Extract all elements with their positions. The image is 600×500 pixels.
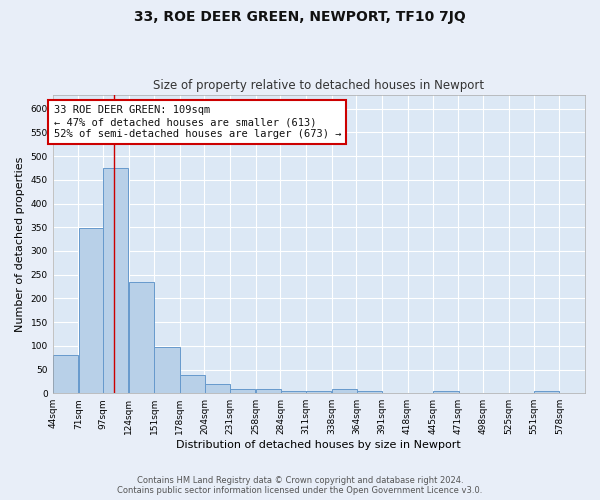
Text: Contains HM Land Registry data © Crown copyright and database right 2024.
Contai: Contains HM Land Registry data © Crown c… <box>118 476 482 495</box>
Bar <box>79 228 104 393</box>
Bar <box>154 347 179 393</box>
Text: 33, ROE DEER GREEN, NEWPORT, TF10 7JQ: 33, ROE DEER GREEN, NEWPORT, TF10 7JQ <box>134 10 466 24</box>
Title: Size of property relative to detached houses in Newport: Size of property relative to detached ho… <box>153 79 484 92</box>
Bar <box>129 282 154 393</box>
Y-axis label: Number of detached properties: Number of detached properties <box>15 156 25 332</box>
Bar <box>103 168 128 393</box>
Text: 33 ROE DEER GREEN: 109sqm
← 47% of detached houses are smaller (613)
52% of semi: 33 ROE DEER GREEN: 109sqm ← 47% of detac… <box>53 106 341 138</box>
Bar <box>306 391 331 393</box>
X-axis label: Distribution of detached houses by size in Newport: Distribution of detached houses by size … <box>176 440 461 450</box>
Bar <box>534 391 559 393</box>
Bar <box>256 390 281 393</box>
Bar <box>332 390 357 393</box>
Bar <box>230 390 256 393</box>
Bar <box>281 391 306 393</box>
Bar <box>205 384 230 393</box>
Bar <box>433 391 458 393</box>
Bar <box>356 391 382 393</box>
Bar <box>53 356 78 393</box>
Bar <box>180 375 205 393</box>
